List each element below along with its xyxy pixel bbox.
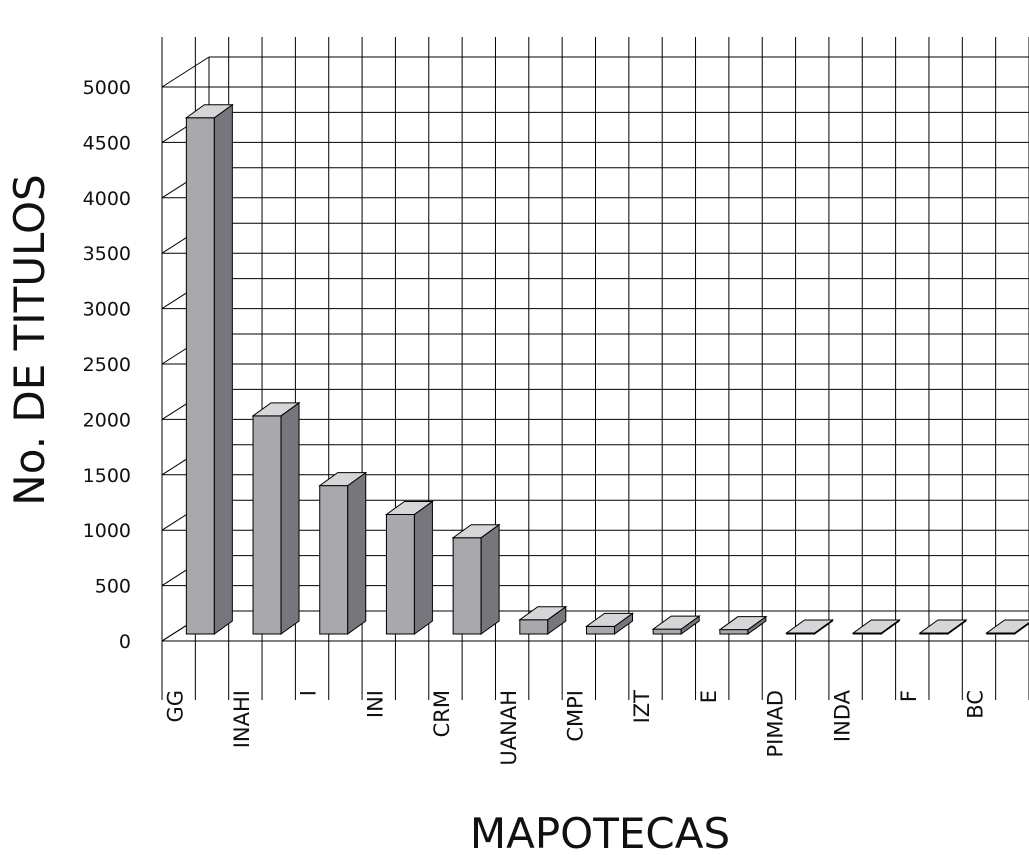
bar-top <box>451 524 501 539</box>
bar-side <box>480 523 500 635</box>
bar-front <box>252 415 282 635</box>
bar-top <box>918 619 968 634</box>
y-tick-label: 4500 <box>83 132 131 154</box>
gridline-depth <box>161 56 210 88</box>
y-tick-label: 1000 <box>83 520 131 542</box>
x-tick-label: F <box>897 690 921 702</box>
y-tick-label: 500 <box>95 576 131 598</box>
x-tick-label: INI <box>363 690 387 718</box>
bar-side <box>280 401 300 635</box>
x-tick-label: IZT <box>630 690 654 724</box>
x-tick-label: CMPI <box>564 690 588 742</box>
bar-series <box>184 103 1029 635</box>
bar-top <box>584 612 635 627</box>
bar-f <box>918 619 968 635</box>
bar-ini <box>384 500 434 635</box>
y-axis-ticks: 0 500 1000 1500 2000 2500 3000 3500 4000 4500 5000 <box>83 77 131 653</box>
x-tick-label: E <box>697 690 721 703</box>
y-tick-label: 2500 <box>83 354 131 376</box>
bar-top <box>518 606 568 621</box>
bar-top <box>251 402 301 417</box>
bar-front <box>185 117 215 635</box>
bar-top <box>384 500 434 515</box>
x-tick-label: INAHI <box>230 690 254 748</box>
bar-izt <box>651 615 701 635</box>
y-axis-title: No. DE TITULOS <box>5 174 54 505</box>
x-tick-label: UANAH <box>497 690 521 766</box>
y-tick-label: 5000 <box>83 77 131 99</box>
bar-top <box>785 619 835 634</box>
x-tick-label: GG <box>163 690 187 723</box>
y-tick-label: 4000 <box>83 188 131 210</box>
bar-bc <box>985 619 1029 635</box>
bar-front <box>719 629 749 635</box>
bar-front <box>586 625 615 635</box>
y-tick-label: 0 <box>119 631 131 653</box>
bar-side <box>413 500 433 635</box>
bar-top <box>184 104 234 119</box>
bar-front <box>452 537 482 635</box>
y-tick-label: 3000 <box>83 299 131 321</box>
bar-inda <box>851 619 901 635</box>
bar-cmpi <box>584 612 635 635</box>
bar-top <box>851 619 901 634</box>
bar-front <box>385 513 415 635</box>
bar-front <box>652 628 682 635</box>
y-tick-label: 3500 <box>83 243 131 265</box>
bar-e <box>718 615 768 635</box>
x-tick-label: CRM <box>430 690 454 737</box>
y-tick-label: 2000 <box>83 409 131 431</box>
bar-uanah <box>518 605 568 635</box>
bar-pimad <box>785 619 835 635</box>
x-axis-title: MAPOTECAS <box>470 809 730 855</box>
x-tick-label: PIMAD <box>764 690 788 758</box>
x-tick-label: I <box>297 690 321 696</box>
bar-crm <box>451 523 501 635</box>
bar-front <box>319 485 349 635</box>
bar-inahi <box>251 401 301 635</box>
bar-gg <box>184 103 234 635</box>
x-tick-label: INDA <box>830 689 854 742</box>
bar-top <box>651 615 701 630</box>
bar-top <box>718 616 768 631</box>
bar-i <box>318 471 368 635</box>
bar-top <box>985 619 1029 634</box>
y-tick-label: 1500 <box>83 465 131 487</box>
bar-side <box>347 471 367 635</box>
bar-top <box>318 472 368 487</box>
x-tick-label: BC <box>964 690 988 719</box>
bar-front <box>519 619 549 635</box>
x-axis-ticks: GG INAHI I INI CRM UANAH CMPI IZT E PIMAD INDA F BC <box>163 689 987 765</box>
bar-side <box>213 103 233 635</box>
